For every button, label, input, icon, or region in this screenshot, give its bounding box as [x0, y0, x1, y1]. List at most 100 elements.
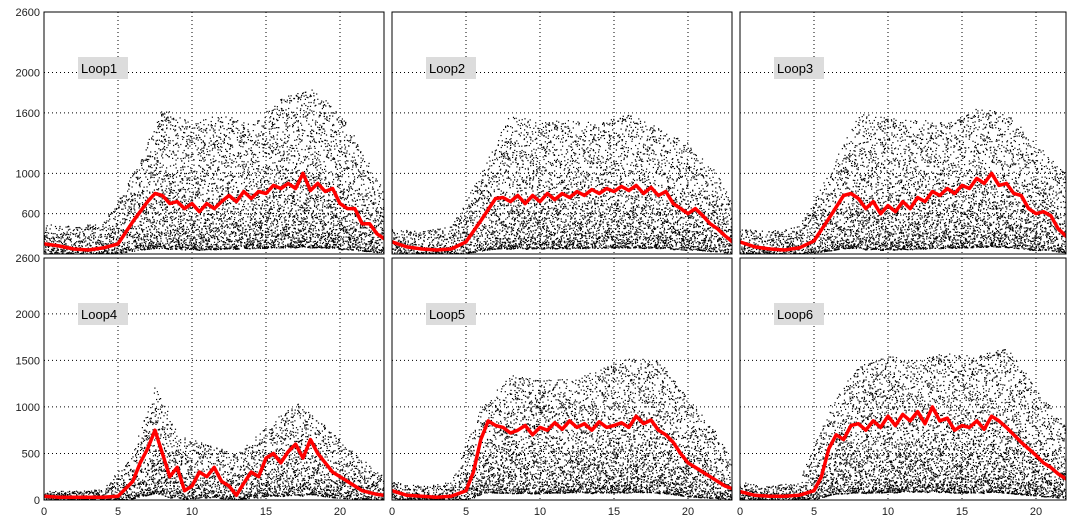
scatter-point — [303, 223, 305, 225]
scatter-point — [332, 181, 334, 183]
scatter-point — [295, 202, 297, 204]
scatter-point — [203, 142, 206, 144]
scatter-point — [256, 208, 258, 210]
scatter-point — [292, 197, 294, 199]
scatter-point — [78, 226, 80, 229]
scatter-point — [263, 177, 265, 179]
scatter-point — [162, 193, 164, 195]
scatter-point — [226, 182, 228, 185]
scatter-point — [259, 211, 261, 213]
scatter-point — [241, 160, 243, 163]
scatter-point — [45, 252, 47, 254]
scatter-point — [159, 171, 161, 173]
scatter-point — [192, 223, 194, 225]
scatter-point — [243, 206, 246, 208]
scatter-point — [134, 203, 136, 205]
scatter-point — [321, 100, 323, 102]
scatter-point — [296, 107, 298, 109]
scatter-point — [159, 162, 161, 164]
scatter-point — [202, 187, 204, 189]
scatter-point — [312, 210, 314, 213]
scatter-point — [311, 129, 313, 131]
scatter-point — [223, 156, 225, 159]
scatter-point — [325, 112, 327, 114]
scatter-point — [213, 142, 215, 144]
scatter-point — [150, 175, 152, 177]
scatter-point — [321, 197, 323, 199]
scatter-point — [293, 191, 295, 193]
scatter-point — [243, 125, 245, 127]
scatter-point — [202, 200, 204, 202]
scatter-point — [194, 142, 196, 144]
scatter-point — [271, 230, 273, 232]
scatter-point — [234, 211, 236, 213]
scatter-point — [169, 233, 171, 235]
scatter-point — [211, 116, 213, 118]
scatter-point — [127, 214, 129, 216]
scatter-point — [255, 235, 257, 237]
scatter-point — [166, 226, 168, 228]
scatter-point — [276, 168, 279, 170]
scatter-point — [180, 190, 182, 192]
scatter-point — [274, 108, 276, 110]
scatter-point — [193, 231, 195, 233]
scatter-point — [318, 127, 320, 129]
scatter-point — [267, 212, 269, 214]
scatter-point — [186, 247, 188, 249]
scatter-point — [269, 195, 271, 197]
scatter-point — [92, 225, 95, 227]
scatter-point — [159, 223, 161, 225]
scatter-point — [191, 217, 193, 219]
scatter-point — [244, 134, 246, 136]
scatter-point — [191, 207, 193, 209]
scatter-point — [278, 109, 280, 112]
scatter-point — [332, 247, 334, 249]
scatter-point — [237, 247, 239, 249]
scatter-point — [157, 241, 159, 243]
scatter-point — [318, 140, 320, 143]
scatter-point — [250, 219, 252, 221]
scatter-point — [163, 219, 165, 221]
scatter-point — [165, 221, 167, 223]
scatter-point — [152, 139, 155, 141]
scatter-point — [53, 238, 55, 240]
scatter-point — [309, 172, 311, 174]
scatter-point — [300, 99, 302, 101]
scatter-point — [156, 242, 158, 244]
scatter-point — [272, 162, 274, 164]
scatter-point — [267, 211, 269, 213]
scatter-point — [189, 195, 191, 198]
scatter-point — [162, 128, 164, 130]
scatter-point — [146, 158, 149, 161]
scatter-point — [56, 241, 58, 243]
scatter-point — [312, 230, 314, 232]
scatter-point — [233, 160, 235, 163]
scatter-point — [301, 139, 303, 141]
scatter-point — [143, 190, 145, 192]
scatter-point — [169, 217, 171, 219]
scatter-point — [263, 144, 265, 146]
scatter-point — [326, 243, 328, 245]
scatter-point — [138, 203, 140, 205]
scatter-point — [323, 113, 325, 115]
scatter-point — [289, 244, 291, 246]
scatter-point — [165, 211, 167, 213]
scatter-point — [314, 202, 316, 204]
scatter-point — [331, 231, 333, 233]
scatter-point — [221, 231, 223, 233]
scatter-point — [210, 213, 213, 215]
scatter-point — [100, 234, 102, 236]
scatter-point — [252, 244, 255, 246]
scatter-point — [231, 123, 233, 126]
scatter-point — [212, 205, 214, 207]
scatter-point — [151, 176, 153, 178]
scatter-point — [250, 147, 252, 149]
scatter-point — [150, 242, 152, 244]
scatter-point — [232, 224, 235, 226]
scatter-point — [203, 215, 205, 217]
scatter-point — [238, 176, 240, 178]
scatter-point — [213, 143, 215, 145]
scatter-point — [264, 122, 266, 124]
scatter-point — [130, 193, 132, 195]
scatter-point — [191, 154, 193, 156]
